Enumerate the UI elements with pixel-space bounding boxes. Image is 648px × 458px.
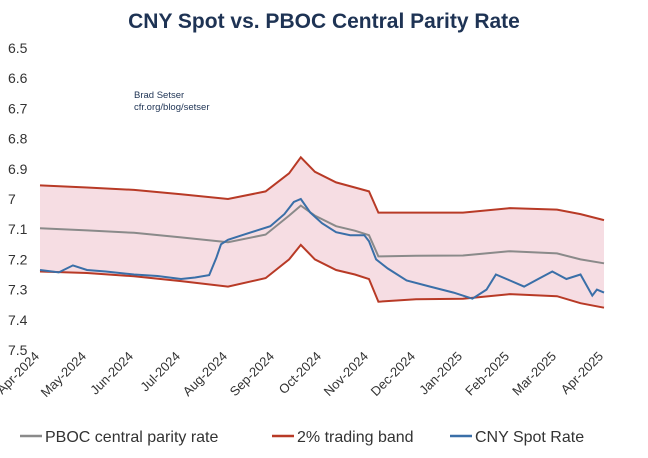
y-tick-label: 7.3 xyxy=(8,282,28,298)
author-annotation: Brad Setser xyxy=(134,90,184,101)
legend-label: 2% trading band xyxy=(297,429,414,446)
y-tick-label: 6.5 xyxy=(8,40,28,56)
legend-item: PBOC central parity rate xyxy=(20,429,219,446)
y-tick-label: 7.4 xyxy=(8,312,28,328)
y-tick-label: 6.9 xyxy=(8,161,28,177)
legend-label: CNY Spot Rate xyxy=(475,429,584,446)
y-axis-ticks: 6.5 6.6 6.7 6.8 6.9 7 7.1 7.2 7.3 7.4 7.5 xyxy=(8,40,28,358)
parity-rate-line xyxy=(39,204,605,265)
x-tick-label: Feb-2025 xyxy=(462,349,512,399)
x-tick-label: Apr-2025 xyxy=(558,349,606,397)
legend: PBOC central parity rate 2% trading band C… xyxy=(20,429,584,446)
x-tick-label: Aug-2024 xyxy=(180,349,230,399)
y-tick-label: 6.7 xyxy=(8,100,28,116)
y-tick-label: 7 xyxy=(8,191,16,207)
legend-label: PBOC central parity rate xyxy=(45,429,219,446)
x-tick-label: Mar-2025 xyxy=(509,349,559,399)
y-tick-label: 7.2 xyxy=(8,251,28,267)
y-tick-label: 7.5 xyxy=(8,342,28,358)
y-tick-label: 6.6 xyxy=(8,70,28,86)
plot-area xyxy=(39,155,605,309)
x-tick-label: Jun-2024 xyxy=(87,349,136,398)
spot-rate-line xyxy=(39,197,605,300)
trading-band-upper-line xyxy=(39,155,605,222)
legend-item: CNY Spot Rate xyxy=(450,429,584,446)
chart-title: CNY Spot vs. PBOC Central Parity Rate xyxy=(128,10,520,33)
x-tick-label: Oct-2024 xyxy=(276,349,324,397)
y-tick-label: 6.8 xyxy=(8,131,28,147)
legend-item: 2% trading band xyxy=(272,429,414,446)
x-tick-label: Sep-2024 xyxy=(227,349,277,399)
y-tick-label: 7.1 xyxy=(8,221,28,237)
x-tick-label: Jan-2025 xyxy=(416,349,465,398)
x-tick-label: Nov-2024 xyxy=(321,349,371,399)
x-tick-label: Jul-2024 xyxy=(137,349,183,395)
trading-band-lower-line xyxy=(39,243,605,309)
source-annotation: cfr.org/blog/setser xyxy=(134,102,210,113)
x-tick-label: May-2024 xyxy=(38,349,89,400)
x-tick-label: Dec-2024 xyxy=(368,349,418,399)
